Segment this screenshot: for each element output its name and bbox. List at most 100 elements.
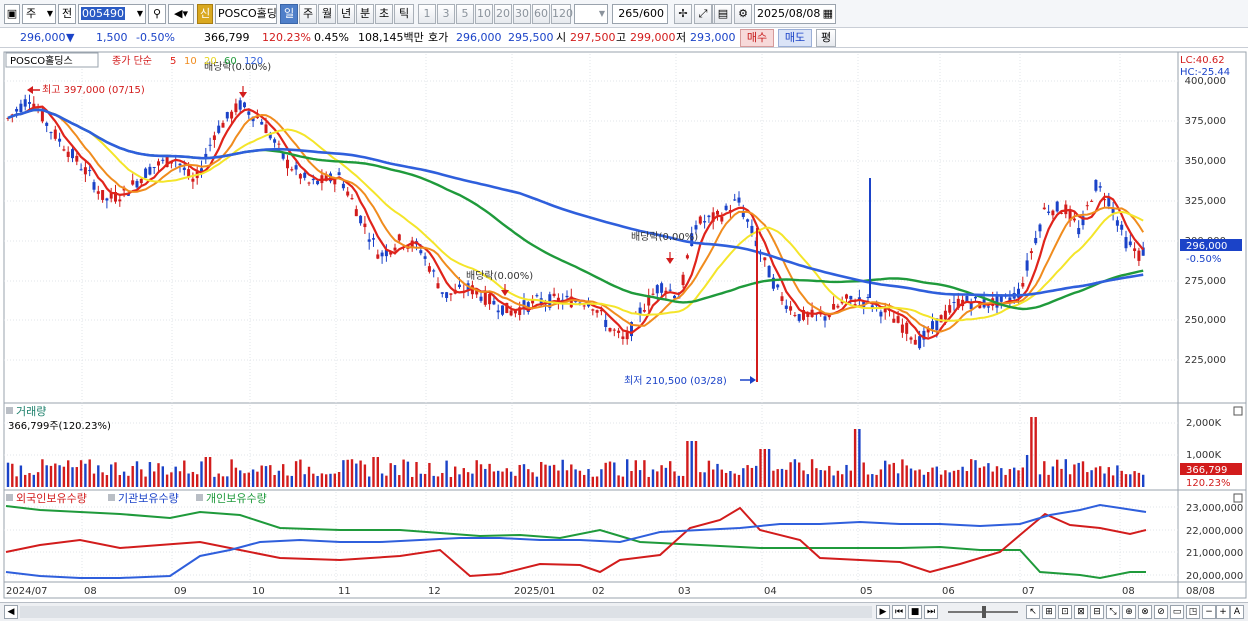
volume-bar <box>466 472 470 487</box>
current-price: 296,000 <box>20 31 66 44</box>
volume-bar <box>484 468 487 487</box>
interval-5-button[interactable]: 5 <box>456 4 474 24</box>
interval-60-button[interactable]: 60 <box>532 4 550 24</box>
scroll-track[interactable] <box>20 606 872 618</box>
period-year-tab[interactable]: 년 <box>337 4 355 24</box>
volume-bar <box>32 474 35 487</box>
ma-20-line <box>7 108 1144 322</box>
period-minute-tab[interactable]: 분 <box>356 4 374 24</box>
tool-icon-6[interactable]: ⤡ <box>1106 605 1120 619</box>
last-page-icon[interactable]: ⏭ <box>924 605 938 619</box>
interval-10-button[interactable]: 10 <box>475 4 493 24</box>
tool-icon-11[interactable]: ◳ <box>1186 605 1200 619</box>
ma-label: 종가 단순 <box>112 55 152 67</box>
candle-body <box>221 122 225 128</box>
stop-icon[interactable]: ■ <box>908 605 922 619</box>
volume-bar <box>62 466 66 487</box>
gear-icon[interactable]: ⚙ <box>734 4 752 24</box>
volume-bar <box>15 476 18 487</box>
sell-button[interactable]: 매도 <box>778 29 812 47</box>
volume-bar <box>901 459 904 487</box>
draw-tool-icon[interactable]: ⤢ <box>694 4 712 24</box>
crosshair-tool-icon[interactable]: ✢ <box>674 4 692 24</box>
save-icon[interactable]: ▤ <box>714 4 732 24</box>
buy-button[interactable]: 매수 <box>740 29 774 47</box>
interval-custom-select[interactable]: ▼ <box>574 4 608 24</box>
tool-icon-5[interactable]: ⊟ <box>1090 605 1104 619</box>
zoom-slider[interactable] <box>948 606 1018 618</box>
tool-icon-4[interactable]: ⊠ <box>1074 605 1088 619</box>
scroll-left-icon[interactable]: ◀ <box>4 605 18 619</box>
change-percent: -0.50% <box>136 31 175 44</box>
last-volume-box <box>1180 463 1242 475</box>
candle-body <box>200 168 203 174</box>
tool-icon-10[interactable]: ▭ <box>1170 605 1184 619</box>
candle-body <box>372 238 375 240</box>
volume-bar <box>918 469 921 487</box>
volume-bar <box>1017 470 1020 487</box>
new-badge[interactable]: 신 <box>197 4 213 24</box>
period-tick-tab[interactable]: 틱 <box>394 4 414 24</box>
candle-body <box>268 134 272 139</box>
volume-bar <box>561 459 564 487</box>
chart-scrollbar[interactable]: ◀ ▶ ⏮ ■ ⏭ ↖ ⊞ ⊡ ⊠ ⊟ ⤡ ⊕ ⊗ ⊘ ▭ ◳ − + A <box>0 602 1248 621</box>
chart-area[interactable]: 400,000 375,000 350,000 325,000 300,000 … <box>0 48 1248 603</box>
scroll-right-icon[interactable]: ▶ <box>876 605 890 619</box>
candle-body <box>999 294 1003 302</box>
candle-body <box>948 305 952 313</box>
zoom-slider-thumb[interactable] <box>982 606 986 618</box>
tool-icon-8[interactable]: ⊗ <box>1138 605 1152 619</box>
market-select[interactable]: 주 ▼ <box>22 4 56 24</box>
speaker-icon[interactable]: ◀▾ <box>168 4 194 24</box>
zoom-in-icon[interactable]: + <box>1216 605 1230 619</box>
date-input[interactable]: 2025/08/08 ▦ <box>754 4 836 24</box>
type-select[interactable]: 전 <box>58 4 76 24</box>
volume-bar <box>11 463 14 487</box>
toolbar: ▣ 주 ▼ 전 005490 ▼ ⚲ ◀▾ 신 POSCO홀딩스 일 주 월 년… <box>0 0 1248 28</box>
period-month-tab[interactable]: 월 <box>318 4 336 24</box>
candle-body <box>905 322 909 334</box>
tool-icon-9[interactable]: ⊘ <box>1154 605 1168 619</box>
holder-panel-close-icon[interactable] <box>1233 493 1243 503</box>
volume-bar <box>1090 470 1093 487</box>
period-day-tab[interactable]: 일 <box>280 4 298 24</box>
bar-count-input[interactable]: 265/600 <box>612 4 668 24</box>
interval-1-button[interactable]: 1 <box>418 4 436 24</box>
interval-120-button[interactable]: 120 <box>551 4 573 24</box>
tool-icon-7[interactable]: ⊕ <box>1122 605 1136 619</box>
volume-bar <box>178 471 182 487</box>
text-size-icon[interactable]: A <box>1230 605 1244 619</box>
candle-body <box>836 305 840 308</box>
interval-30-button[interactable]: 30 <box>513 4 531 24</box>
change-arrow: ▼ <box>66 31 75 44</box>
tool-icon-1[interactable]: ↖ <box>1026 605 1040 619</box>
interval-3-button[interactable]: 3 <box>437 4 455 24</box>
zoom-out-icon[interactable]: − <box>1202 605 1216 619</box>
candle-body <box>767 265 771 278</box>
period-second-tab[interactable]: 초 <box>375 4 393 24</box>
candle-body <box>806 313 810 317</box>
evaluate-button[interactable]: 평 <box>816 29 836 47</box>
volume-bar <box>423 473 427 487</box>
volume-panel-close-icon[interactable] <box>1233 406 1243 416</box>
volume-bar <box>1077 462 1080 487</box>
tool-icon-2[interactable]: ⊞ <box>1042 605 1056 619</box>
tool-icon-3[interactable]: ⊡ <box>1058 605 1072 619</box>
period-week-tab[interactable]: 주 <box>299 4 317 24</box>
first-page-icon[interactable]: ⏮ <box>892 605 906 619</box>
high-note: 최고 397,000 (07/15) <box>42 84 145 96</box>
candle-body <box>660 283 664 293</box>
stock-code-input[interactable]: 005490 ▼ <box>78 4 146 24</box>
chart-menu-icon[interactable]: ▣ <box>4 4 20 24</box>
volume-bar <box>428 462 431 487</box>
volume-bar <box>583 474 586 487</box>
candle-body <box>574 301 578 303</box>
interval-20-button[interactable]: 20 <box>494 4 512 24</box>
volume-bar <box>690 441 693 487</box>
volume-bar <box>527 469 530 487</box>
y-tick-225000: 225,000 <box>1185 355 1226 366</box>
candle-body <box>935 318 939 331</box>
search-icon[interactable]: ⚲ <box>148 4 166 24</box>
volume-bar <box>67 460 70 487</box>
candle-body <box>346 191 350 196</box>
